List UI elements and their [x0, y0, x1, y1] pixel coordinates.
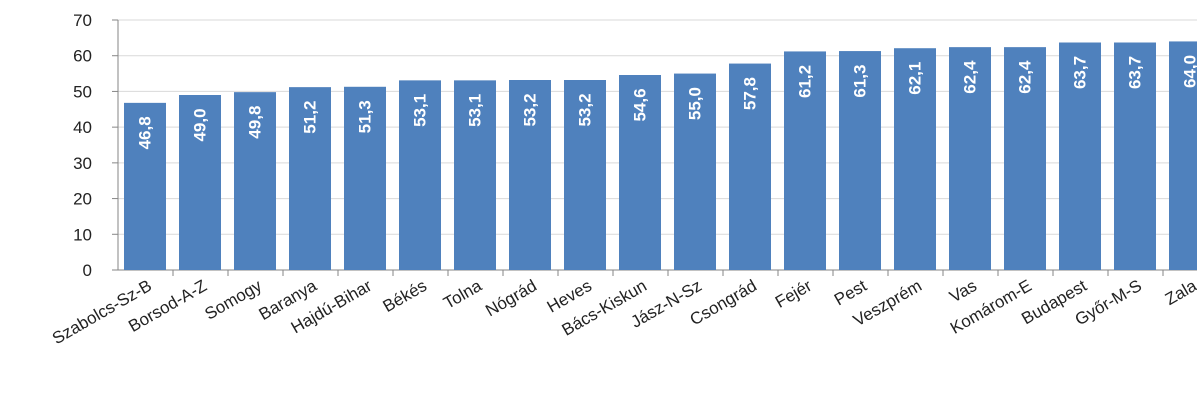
y-tick-label: 40: [73, 118, 92, 137]
y-tick-label: 0: [83, 261, 92, 280]
x-tick-label: Zala: [1162, 276, 1197, 309]
y-tick-label: 70: [73, 11, 92, 30]
bar: [674, 73, 716, 270]
x-tick-label: Tolna: [440, 276, 485, 313]
bar: [289, 87, 331, 271]
data-label: 61,3: [851, 65, 870, 98]
bar: [894, 48, 936, 270]
bar: [564, 80, 606, 270]
data-label: 54,6: [631, 88, 650, 121]
data-label: 53,2: [576, 93, 595, 126]
x-axis-labels: Szabolcs-Sz-BBorsod-A-ZSomogyBaranyaHajd…: [49, 276, 1197, 348]
bar: [1169, 41, 1197, 270]
data-label: 62,1: [906, 62, 925, 95]
bar: [1059, 42, 1101, 270]
bar: [179, 95, 221, 270]
data-labels: 46,8 49,0 49,8 51,2 51,3 53,1 53,1 53,2 53,2 54,6…: [136, 55, 1197, 150]
bar: [619, 75, 661, 270]
data-label: 55,0: [686, 87, 705, 120]
data-label: 46,8: [136, 116, 155, 149]
data-label: 53,2: [521, 93, 540, 126]
data-label: 57,8: [741, 77, 760, 110]
y-tick-label: 30: [73, 154, 92, 173]
bar: [1004, 47, 1046, 271]
bars: [124, 41, 1197, 271]
bar: [784, 51, 826, 270]
data-label: 62,4: [961, 60, 980, 94]
bar: [124, 102, 166, 270]
data-label: 51,2: [301, 101, 320, 134]
data-label: 53,1: [466, 94, 485, 127]
y-axis-ticks: 0 10 20 30 40 50 60 70: [73, 11, 92, 280]
bar: [729, 63, 771, 271]
x-tick-label: Somogy: [201, 276, 265, 324]
data-label: 64,0: [1181, 55, 1197, 88]
bar: [509, 80, 551, 270]
data-label: 51,3: [356, 100, 375, 133]
x-tick-label: Fejér: [772, 276, 815, 312]
y-tick-label: 50: [73, 82, 92, 101]
bar: [399, 80, 441, 270]
data-label: 63,7: [1126, 56, 1145, 89]
bar: [1114, 42, 1156, 270]
y-tick-label: 60: [73, 47, 92, 66]
bar: [344, 86, 386, 271]
bar: [234, 92, 276, 271]
y-tick-label: 20: [73, 190, 92, 209]
y-tick-label: 10: [73, 225, 92, 244]
data-label: 63,7: [1071, 56, 1090, 89]
data-label: 62,4: [1016, 60, 1035, 94]
data-label: 61,2: [796, 65, 815, 98]
x-tick-label: Békés: [380, 276, 430, 316]
x-tick-label: Nógrád: [482, 276, 540, 320]
bar: [454, 80, 496, 270]
data-label: 49,0: [191, 108, 210, 141]
data-label: 53,1: [411, 94, 430, 127]
bar: [839, 51, 881, 271]
bar: [949, 47, 991, 271]
data-label: 49,8: [246, 106, 265, 139]
x-tick-label: Vas: [946, 276, 980, 306]
